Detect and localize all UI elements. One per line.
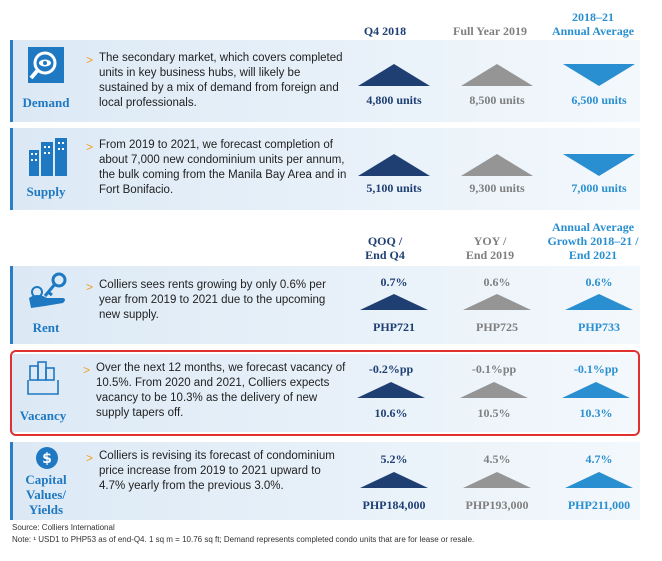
- supply-description: From 2019 to 2021, we forecast completio…: [99, 139, 347, 196]
- rent-description: Colliers sees rents growing by only 0.6%…: [99, 279, 326, 321]
- supply-fy2019-up-arrow: [461, 154, 533, 176]
- vacancy-chevron: >: [83, 363, 91, 377]
- vacancy-label: Vacancy: [19, 408, 67, 423]
- demand-avg-value: 6,500 units: [571, 93, 627, 107]
- rent-yoy-change: 0.6%: [483, 275, 511, 289]
- header-qoq-line2: End Q4: [365, 248, 405, 262]
- capital-yoy-change: 4.5%: [483, 452, 511, 466]
- demand-row: Demand > The secondary market, which cov…: [10, 40, 640, 122]
- demand-fy2019-value: 8,500 units: [469, 93, 525, 107]
- rent-growth-change: 0.6%: [585, 275, 613, 289]
- capital-label-line1: Capital: [25, 472, 67, 487]
- header-q4-2018: Q4 2018: [363, 24, 407, 38]
- rent-growth-up-arrow: [565, 294, 633, 310]
- header-yoy-line1: YOY /: [473, 234, 507, 248]
- capital-q4-value: PHP184,000: [362, 498, 426, 512]
- svg-text:$: $: [42, 451, 52, 467]
- capital-chevron: >: [86, 451, 94, 465]
- header-qoq-line1: QOQ /: [367, 234, 403, 248]
- supply-avg-down-arrow: [563, 154, 635, 176]
- demand-fy2019-up-arrow: [461, 64, 533, 86]
- vacancy-q4-value: 10.6%: [374, 406, 408, 420]
- magnifier-eye-icon: [27, 46, 67, 93]
- hand-key-icon: [27, 272, 71, 317]
- header-growth-line3: End 2021: [568, 248, 618, 262]
- header-full-year-2019: Full Year 2019: [453, 24, 527, 38]
- vacancy-row: Vacancy > Over the next 12 months, we fo…: [10, 354, 640, 432]
- vacancy-growth-up-arrow: [562, 382, 630, 398]
- rent-qoq-change: 0.7%: [380, 275, 408, 289]
- capital-row: $ Capital Values/ Yields > Colliers is r…: [10, 442, 640, 520]
- header-yoy-line2: End 2019: [465, 248, 515, 262]
- supply-q4-up-arrow: [358, 154, 430, 176]
- vacancy-yoy-change: -0.1%pp: [471, 362, 517, 376]
- vacancy-growth-change: -0.1%pp: [573, 362, 619, 376]
- demand-avg-down-arrow: [563, 64, 635, 86]
- rent-label: Rent: [32, 320, 60, 335]
- capital-label-line3: Yields: [28, 502, 64, 517]
- vacancy-qoq-change: -0.2%pp: [368, 362, 414, 376]
- demand-label: Demand: [22, 95, 70, 110]
- rent-2021-value: PHP733: [578, 320, 620, 334]
- rent-row: Rent > Colliers sees rents growing by on…: [10, 266, 640, 344]
- header-annual-average: Annual Average: [551, 24, 635, 38]
- dollar-coin-icon: $: [35, 446, 59, 475]
- supply-chevron: >: [86, 140, 94, 154]
- capital-growth-change: 4.7%: [585, 452, 613, 466]
- header-growth-line1: Annual Average: [551, 220, 635, 234]
- vacancy-blocks-icon: [24, 358, 66, 405]
- rent-qoq-up-arrow: [360, 294, 428, 310]
- capital-qoq-up-arrow: [360, 472, 428, 488]
- capital-2021-value: PHP211,000: [567, 498, 631, 512]
- capital-2019-value: PHP193,000: [465, 498, 529, 512]
- vacancy-qoq-up-arrow: [357, 382, 425, 398]
- rent-yoy-up-arrow: [463, 294, 531, 310]
- vacancy-highlight-box: [10, 350, 640, 436]
- demand-q4-value: 4,800 units: [366, 93, 422, 107]
- capital-label-line2: Values/: [26, 487, 66, 502]
- vacancy-description: Over the next 12 months, we forecast vac…: [96, 362, 346, 419]
- vacancy-2019-value: 10.5%: [477, 406, 511, 420]
- supply-row: Supply > From 2019 to 2021, we forecast …: [10, 128, 640, 210]
- vacancy-2021-value: 10.3%: [579, 406, 613, 420]
- vacancy-yoy-up-arrow: [460, 382, 528, 398]
- rent-2019-value: PHP725: [476, 320, 518, 334]
- supply-avg-value: 7,000 units: [571, 181, 627, 195]
- rent-q4-value: PHP721: [373, 320, 415, 334]
- source-note: Source: Colliers International: [12, 523, 115, 532]
- demand-q4-up-arrow: [358, 64, 430, 86]
- capital-yoy-up-arrow: [463, 472, 531, 488]
- rent-chevron: >: [86, 280, 94, 294]
- supply-q4-value: 5,100 units: [366, 181, 422, 195]
- capital-qoq-change: 5.2%: [380, 452, 408, 466]
- capital-description: Colliers is revising its forecast of con…: [99, 450, 335, 492]
- buildings-icon: [27, 138, 69, 181]
- supply-label: Supply: [26, 184, 66, 199]
- header-growth-line2: Growth 2018–21 /: [547, 234, 639, 248]
- footnote: Note: ¹ USD1 to PHP53 as of end-Q4. 1 sq…: [12, 535, 475, 544]
- supply-fy2019-value: 9,300 units: [469, 181, 525, 195]
- header-2018-21-line1: 2018–21: [572, 10, 614, 24]
- demand-description: The secondary market, which covers compl…: [99, 52, 343, 109]
- capital-growth-up-arrow: [565, 472, 633, 488]
- demand-chevron: >: [86, 53, 94, 67]
